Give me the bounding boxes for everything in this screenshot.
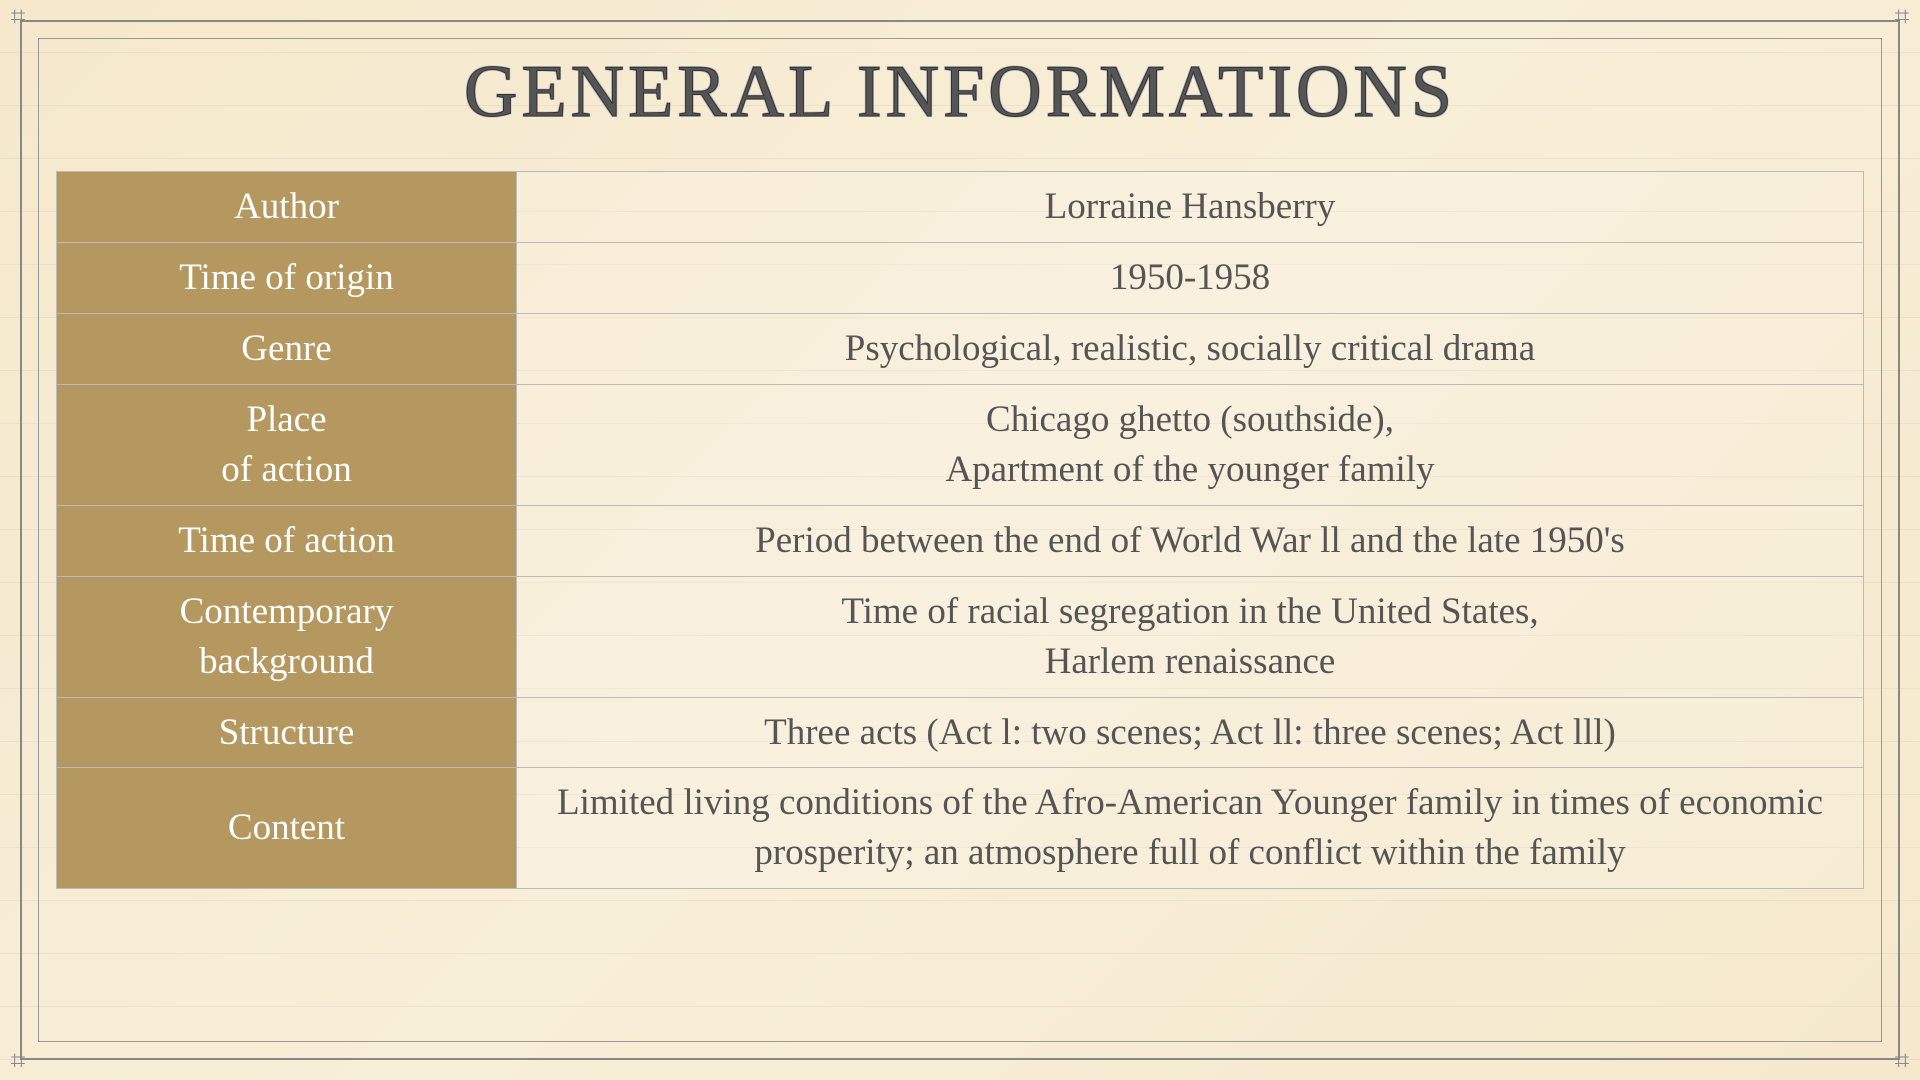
- table-row: ContentLimited living conditions of the …: [57, 768, 1864, 889]
- table-row: AuthorLorraine Hansberry: [57, 172, 1864, 243]
- row-value: Lorraine Hansberry: [517, 172, 1864, 243]
- corner-ornament-tl-icon: ⌗: [4, 4, 32, 32]
- table-row: StructureThree acts (Act l: two scenes; …: [57, 697, 1864, 768]
- row-label: Time of origin: [57, 242, 517, 313]
- row-value: Period between the end of World War ll a…: [517, 505, 1864, 576]
- table-row: Time of origin1950-1958: [57, 242, 1864, 313]
- row-label: Content: [57, 768, 517, 889]
- table-row: GenrePsychological, realistic, socially …: [57, 313, 1864, 384]
- row-value: Chicago ghetto (southside),Apartment of …: [517, 384, 1864, 505]
- corner-ornament-bl-icon: ⌗: [4, 1048, 32, 1076]
- info-table-body: AuthorLorraine HansberryTime of origin19…: [57, 172, 1864, 889]
- row-label: Author: [57, 172, 517, 243]
- row-label: Contemporarybackground: [57, 576, 517, 697]
- row-value: Psychological, realistic, socially criti…: [517, 313, 1864, 384]
- row-value: Limited living conditions of the Afro-Am…: [517, 768, 1864, 889]
- info-table: AuthorLorraine HansberryTime of origin19…: [56, 171, 1864, 889]
- page-title: GENERAL INFORMATIONS: [56, 50, 1864, 135]
- row-value: 1950-1958: [517, 242, 1864, 313]
- row-value: Three acts (Act l: two scenes; Act ll: t…: [517, 697, 1864, 768]
- table-row: Placeof actionChicago ghetto (southside)…: [57, 384, 1864, 505]
- content-area: GENERAL INFORMATIONS AuthorLorraine Hans…: [56, 50, 1864, 1030]
- corner-ornament-br-icon: ⌗: [1888, 1048, 1916, 1076]
- row-value: Time of racial segregation in the United…: [517, 576, 1864, 697]
- row-label: Structure: [57, 697, 517, 768]
- table-row: Time of actionPeriod between the end of …: [57, 505, 1864, 576]
- corner-ornament-tr-icon: ⌗: [1888, 4, 1916, 32]
- table-row: ContemporarybackgroundTime of racial seg…: [57, 576, 1864, 697]
- row-label: Placeof action: [57, 384, 517, 505]
- row-label: Time of action: [57, 505, 517, 576]
- row-label: Genre: [57, 313, 517, 384]
